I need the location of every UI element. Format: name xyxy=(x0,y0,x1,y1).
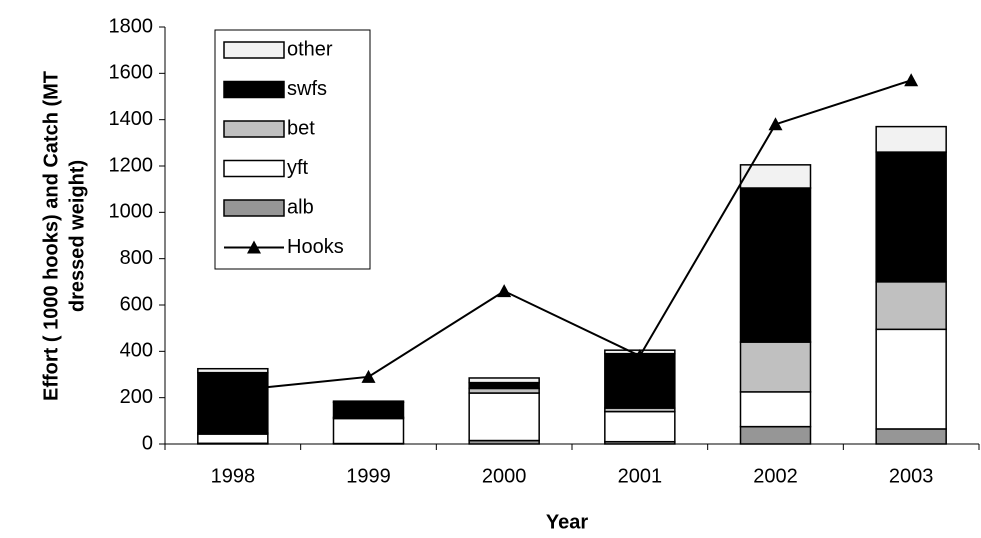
y-tick-label: 400 xyxy=(120,340,153,362)
y-tick-label: 1000 xyxy=(109,201,154,223)
line xyxy=(232,79,912,392)
legend-label: other xyxy=(287,38,333,60)
legend-label: swfs xyxy=(287,78,327,100)
legend-swatch xyxy=(223,41,285,59)
bar-segment xyxy=(468,381,540,390)
bar-segment xyxy=(604,352,676,409)
y-tick-label: 1400 xyxy=(109,108,154,130)
legend-box xyxy=(214,29,371,270)
bar-segment xyxy=(332,400,405,404)
legend-label: alb xyxy=(287,196,314,218)
line-marker xyxy=(497,284,512,298)
line-marker xyxy=(768,117,783,131)
legend-marker xyxy=(247,240,261,254)
bar-segment xyxy=(875,281,947,331)
bar-segment xyxy=(332,417,405,445)
y-axis-label: dressed weight) xyxy=(66,160,88,312)
legend: other swfs bet yft alb Hooks xyxy=(214,29,371,270)
legend-swatch xyxy=(223,199,285,217)
x-tick-label: 2002 xyxy=(753,465,798,487)
x-tick-label: 1998 xyxy=(211,465,256,487)
x-tick-label: 2000 xyxy=(482,465,527,487)
bar-segment xyxy=(875,125,947,153)
x-axis-label: Year xyxy=(546,511,588,533)
y-tick-label: 600 xyxy=(120,293,153,315)
bar-segment xyxy=(875,428,947,445)
y-tick-label: 200 xyxy=(120,386,153,408)
bar-segment xyxy=(739,391,812,428)
bar-segment xyxy=(604,410,676,443)
y-tick-label: 800 xyxy=(120,247,153,269)
legend-label: bet xyxy=(287,117,315,139)
y-tick-label: 1800 xyxy=(109,15,154,37)
bar-segment xyxy=(739,187,812,343)
line-marker xyxy=(225,383,240,397)
legend-swatch xyxy=(223,120,285,138)
legend-swatch xyxy=(223,80,285,99)
y-tick-label: 0 xyxy=(142,432,153,454)
bar-segment xyxy=(875,151,947,283)
bar-segment xyxy=(197,371,269,434)
line-marker xyxy=(361,369,376,383)
legend-label: yft xyxy=(287,157,309,179)
legend-label: Hooks xyxy=(287,236,344,258)
line-marker xyxy=(904,73,919,87)
x-tick-label: 2001 xyxy=(618,465,663,487)
bar-segment xyxy=(739,164,812,189)
bar-segment xyxy=(875,328,947,430)
y-axis-label: Effort ( 1000 hooks) and Catch (MT xyxy=(40,71,62,401)
x-tick-label: 1999 xyxy=(346,465,391,487)
bar-segment xyxy=(468,392,540,442)
y-tick-label: 1600 xyxy=(109,62,154,84)
bar-segment xyxy=(197,367,269,374)
bar-segment xyxy=(468,377,540,384)
x-tick-label: 2003 xyxy=(889,465,934,487)
bar-segment xyxy=(739,425,812,445)
y-tick-label: 1200 xyxy=(109,154,154,176)
line-marker xyxy=(632,348,647,362)
bar-segment xyxy=(332,401,405,419)
legend-swatch xyxy=(223,159,285,178)
bar-segment xyxy=(197,433,269,445)
bar-segment xyxy=(739,341,812,393)
